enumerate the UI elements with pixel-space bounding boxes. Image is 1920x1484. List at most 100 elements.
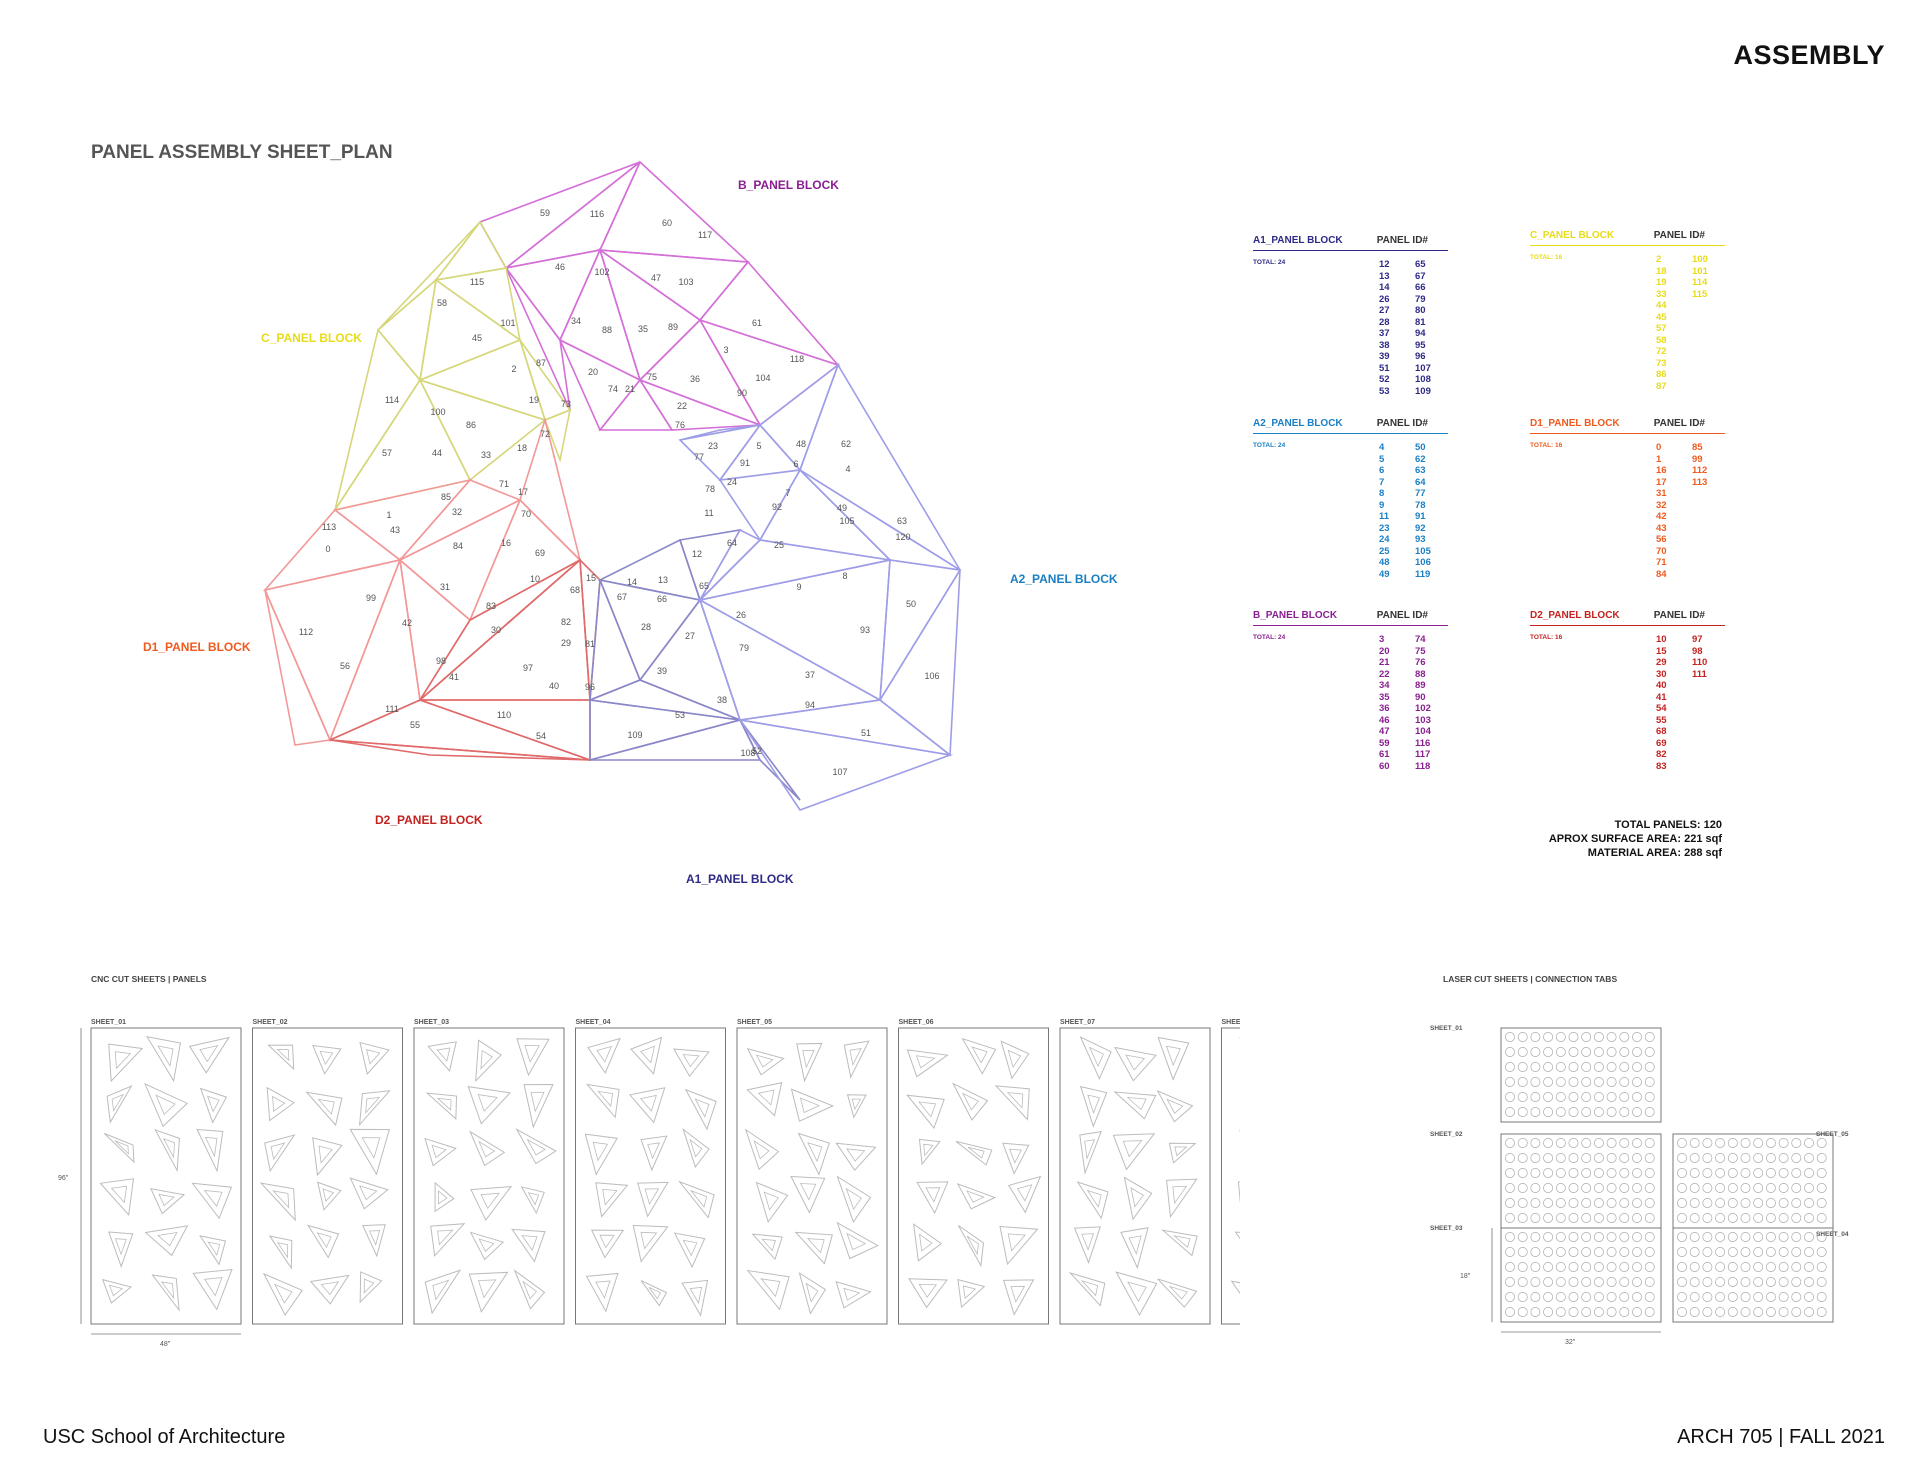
cnc-panel-cutout	[157, 1045, 174, 1067]
connection-tab	[1715, 1198, 1726, 1208]
panel-number: 11	[704, 508, 713, 518]
cnc-panel-cutout	[368, 1230, 381, 1246]
connection-tab	[1804, 1213, 1814, 1223]
connection-tab	[1804, 1138, 1814, 1148]
cnc-panel-cutout	[158, 1193, 175, 1207]
connection-tab	[1606, 1107, 1617, 1117]
cnc-panel-outline	[999, 1225, 1039, 1266]
cnc-panel-outline	[146, 1036, 181, 1083]
connection-tab	[1702, 1153, 1713, 1163]
panel-id: 98	[1692, 645, 1703, 657]
cnc-panel-outline	[796, 1042, 823, 1083]
cnc-panel-cutout	[1128, 1235, 1142, 1256]
surface-area: APROX SURFACE AREA: 221 sqf	[1548, 833, 1722, 845]
connection-tab	[1543, 1307, 1554, 1317]
connection-tab	[1505, 1307, 1515, 1317]
connection-tab	[1778, 1213, 1789, 1223]
cnc-panel-cutout	[755, 1054, 774, 1068]
plan-title: PANEL ASSEMBLY SHEET_PLAN	[91, 142, 393, 163]
connection-tab	[1753, 1307, 1764, 1317]
panel-id: 18	[1656, 265, 1667, 277]
connection-tab	[1804, 1262, 1814, 1272]
cnc-panel-outline	[906, 1049, 949, 1078]
cnc-panel-cutout	[682, 1054, 700, 1068]
cnc-panel-outline	[425, 1092, 458, 1120]
panel-id: 108	[1415, 374, 1431, 385]
connection-tab	[1816, 1232, 1827, 1242]
cnc-panel-cutout	[1127, 1281, 1147, 1303]
cnc-panel-cutout	[1087, 1094, 1101, 1115]
panel-id: 43	[1656, 522, 1667, 534]
connection-tab	[1677, 1307, 1687, 1317]
cnc-panel-outline	[836, 1221, 879, 1260]
cnc-panel-cutout	[682, 1239, 698, 1257]
panel-id: 37	[1379, 328, 1390, 339]
panel-number: 84	[453, 541, 463, 551]
connection-tab	[1727, 1138, 1738, 1148]
connection-tab	[1689, 1183, 1700, 1193]
connection-tab	[1517, 1077, 1528, 1087]
connection-tab	[1715, 1307, 1726, 1317]
connection-tab	[1740, 1292, 1751, 1302]
panel-id: 89	[1415, 680, 1426, 691]
connection-tab	[1677, 1213, 1687, 1223]
connection-tab	[1505, 1077, 1515, 1087]
connection-tab	[1555, 1077, 1566, 1087]
cnc-panel-outline	[1157, 1036, 1190, 1081]
panel-id: 3	[1379, 634, 1385, 645]
panel-id: 9	[1379, 499, 1385, 511]
panel-id: 104	[1415, 726, 1431, 737]
connection-tab	[1505, 1168, 1515, 1178]
connection-tab	[1644, 1092, 1655, 1102]
connection-tab	[1677, 1277, 1687, 1287]
panel-number: 45	[472, 333, 482, 343]
cnc-panel-outline	[584, 1133, 618, 1176]
panel-number: 65	[699, 581, 709, 591]
connection-tab	[1632, 1077, 1642, 1087]
connection-tab	[1593, 1277, 1604, 1287]
connection-tab	[1816, 1138, 1827, 1148]
cnc-panel-outline	[307, 1224, 340, 1259]
cnc-sheet-frame	[736, 1027, 888, 1325]
panel-number: 38	[717, 695, 727, 705]
connection-tab	[1816, 1277, 1827, 1287]
panel-number: 50	[906, 599, 916, 609]
panel-id: 10	[1656, 634, 1667, 645]
connection-tab	[1505, 1107, 1515, 1117]
panel-id: 8	[1379, 488, 1385, 499]
cnc-panel-cutout	[207, 1241, 221, 1256]
panel-c-10	[543, 408, 572, 463]
table-total: TOTAL: 16	[1530, 254, 1563, 261]
cnc-panel-outline	[1230, 1280, 1240, 1295]
connection-tab	[1791, 1153, 1802, 1163]
panel-a1-6	[589, 719, 762, 761]
laser-sheet-frame	[1672, 1227, 1834, 1323]
cnc-panel-outline	[427, 1041, 457, 1072]
panel-group-b	[478, 160, 841, 432]
connection-tab	[1606, 1138, 1617, 1148]
panel-number: 58	[437, 298, 447, 308]
laser-sheet-label: SHEET_03	[1430, 1225, 1463, 1232]
panel-id: 51	[1379, 362, 1390, 374]
connection-tab	[1505, 1198, 1515, 1208]
panel-number: 8	[842, 571, 847, 581]
panel-number: 59	[540, 208, 550, 218]
cnc-panel-cutout	[966, 1190, 985, 1203]
connection-tab	[1715, 1213, 1726, 1223]
cnc-section-title: CNC CUT SHEETS | PANELS	[91, 974, 207, 984]
cnc-panel-cutout	[761, 1238, 777, 1252]
connection-tab	[1715, 1168, 1726, 1178]
connection-tab	[1791, 1262, 1802, 1272]
cnc-panel-outline	[99, 1178, 135, 1217]
connection-tab	[1505, 1262, 1515, 1272]
panel-number: 110	[497, 710, 511, 720]
connection-tab	[1689, 1247, 1700, 1257]
cnc-panel-cutout	[648, 1287, 662, 1300]
cnc-panel-cutout	[317, 1098, 335, 1115]
panel-id: 63	[1415, 465, 1426, 476]
cnc-panel-cutout	[363, 1278, 375, 1294]
panel-id: 31	[1656, 488, 1667, 499]
panel-id: 106	[1415, 557, 1431, 568]
panel-id: 42	[1656, 511, 1667, 522]
connection-tab	[1543, 1077, 1554, 1087]
